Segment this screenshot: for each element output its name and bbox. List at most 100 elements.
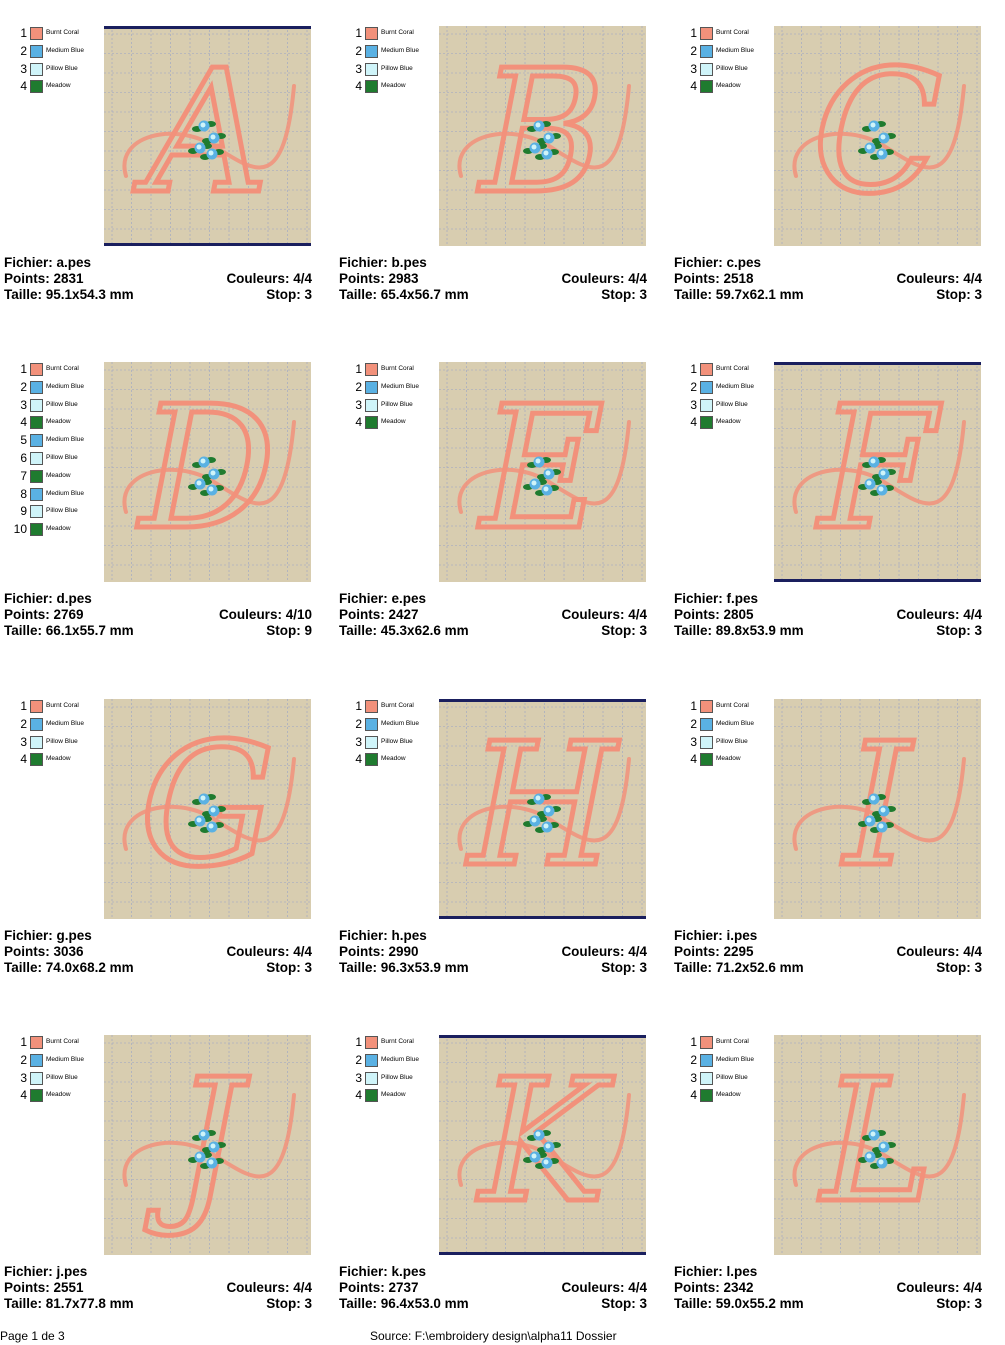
legend-number: 4 (20, 752, 27, 767)
flower-center (870, 795, 876, 801)
file-value: a.pes (56, 255, 92, 270)
legend-item: 8 Medium Blue (14, 487, 114, 505)
colors-field: Couleurs: 4/4 (896, 271, 982, 287)
legend-color-name: Meadow (716, 755, 741, 763)
points-field: Points: 2990 (339, 944, 419, 960)
size-field: Taille: 89.8x53.9 mm (674, 623, 804, 639)
info-row: Taille: 89.8x53.9 mm Stop: 3 (674, 623, 982, 639)
design-preview: F (774, 362, 981, 582)
colors-value: 4/4 (963, 271, 982, 286)
color-swatch (700, 1036, 713, 1049)
stop-field: Stop: 3 (936, 1296, 982, 1312)
legend-number: 1 (20, 26, 27, 40)
file-field: Fichier: i.pes (674, 928, 757, 944)
colors-label: Couleurs: (226, 271, 290, 286)
flower-center (208, 486, 214, 492)
legend-item: 3 Pillow Blue (349, 62, 449, 80)
legend-item: 1 Burnt Coral (684, 1035, 784, 1053)
color-swatch (30, 44, 43, 58)
legend-item: 3 Pillow Blue (349, 398, 449, 416)
legend-item: 1 Burnt Coral (684, 699, 784, 717)
info-row: Taille: 59.0x55.2 mm Stop: 3 (674, 1296, 982, 1312)
size-value: 81.7x77.8 mm (45, 1296, 134, 1311)
file-value: b.pes (391, 255, 427, 270)
legend-number: 4 (355, 1088, 362, 1103)
legend-number: 4 (355, 79, 362, 94)
color-swatch (700, 1071, 713, 1085)
legend-color-name: Medium Blue (381, 382, 419, 390)
color-swatch (30, 434, 43, 448)
colors-field: Couleurs: 4/4 (561, 607, 647, 623)
points-label: Points: (674, 1280, 720, 1295)
design-card: 1 Burnt Coral 2 Medium Blue 3 Pillow Blue 4 Mea… (2, 1009, 332, 1339)
flower-center (870, 122, 876, 128)
color-swatch (365, 753, 378, 767)
letter-swash (457, 84, 631, 178)
legend-color-name: Burnt Coral (716, 365, 749, 372)
points-label: Points: (339, 944, 385, 959)
file-field: Fichier: j.pes (4, 1264, 87, 1280)
size-field: Taille: 59.0x55.2 mm (674, 1296, 804, 1312)
legend-number: 1 (20, 1035, 27, 1049)
legend-color-name: Medium Blue (46, 436, 84, 444)
stop-field: Stop: 3 (936, 960, 982, 976)
color-swatch (30, 1089, 43, 1103)
color-swatch (700, 363, 713, 376)
embroidered-letter: D (136, 370, 275, 568)
info-row: Taille: 81.7x77.8 mm Stop: 3 (4, 1296, 312, 1312)
color-swatch (365, 62, 378, 76)
file-value: e.pes (391, 591, 427, 606)
legend-item: 4 Meadow (684, 79, 784, 97)
grid-lines (104, 1035, 311, 1255)
legend-number: 9 (20, 504, 27, 519)
info-row: Taille: 96.4x53.0 mm Stop: 3 (339, 1296, 647, 1312)
size-value: 65.4x56.7 mm (380, 287, 469, 302)
file-value: f.pes (726, 591, 759, 606)
file-label: Fichier: (674, 255, 723, 270)
flower-center (866, 480, 872, 486)
legend-item: 9 Pillow Blue (14, 504, 114, 522)
colors-label: Couleurs: (896, 607, 960, 622)
colors-label: Couleurs: (218, 607, 282, 622)
hoop-border-top (439, 1035, 646, 1038)
color-swatch (30, 469, 43, 483)
size-field: Taille: 45.3x62.6 mm (339, 623, 469, 639)
stop-field: Stop: 3 (936, 287, 982, 303)
color-swatch (30, 380, 43, 394)
color-legend: 1 Burnt Coral 2 Medium Blue 3 Pillow Blue 4 Mea… (14, 1035, 114, 1106)
legend-item: 4 Meadow (349, 79, 449, 97)
color-swatch (700, 1089, 713, 1103)
file-label: Fichier: (4, 928, 53, 943)
size-label: Taille: (4, 623, 43, 638)
legend-item: 1 Burnt Coral (14, 362, 114, 380)
source-path: Source: F:\embroidery design\alpha11 Dos… (370, 1329, 617, 1343)
info-row: Taille: 59.7x62.1 mm Stop: 3 (674, 287, 982, 303)
flower-cluster (858, 120, 896, 160)
points-field: Points: 3036 (4, 944, 84, 960)
color-swatch (700, 398, 713, 412)
legend-item: 4 Meadow (14, 1088, 114, 1106)
info-row: Points: 2831 Couleurs: 4/4 (4, 271, 312, 287)
legend-color-name: Medium Blue (46, 382, 84, 390)
colors-value: 4/4 (628, 1280, 647, 1295)
colors-field: Couleurs: 4/10 (219, 607, 312, 623)
info-row: Fichier: f.pes (674, 591, 982, 607)
legend-color-name: Meadow (381, 755, 406, 763)
legend-item: 1 Burnt Coral (14, 1035, 114, 1053)
stop-label: Stop: (266, 1296, 301, 1311)
size-value: 71.2x52.6 mm (715, 960, 804, 975)
flower-cluster (523, 793, 561, 833)
design-preview: E (439, 362, 646, 582)
legend-item: 2 Medium Blue (14, 44, 114, 62)
color-swatch (700, 1053, 713, 1067)
color-swatch (700, 80, 713, 94)
points-value: 3036 (53, 944, 84, 959)
stop-label: Stop: (266, 287, 301, 302)
legend-item: 3 Pillow Blue (684, 1071, 784, 1089)
stop-label: Stop: (936, 1296, 971, 1311)
colors-value: 4/4 (293, 271, 312, 286)
flower-cluster (188, 793, 226, 833)
legend-item: 4 Meadow (14, 415, 114, 433)
legend-item: 2 Medium Blue (349, 717, 449, 735)
legend-number: 3 (20, 734, 27, 749)
